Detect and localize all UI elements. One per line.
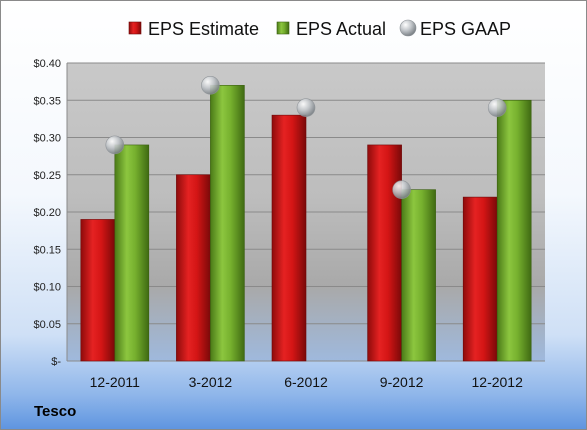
bar-eps-estimate — [271, 114, 307, 362]
y-tick-label: $0.25 — [33, 170, 61, 182]
marker-eps-gaap — [487, 98, 507, 117]
marker-eps-gaap — [296, 98, 316, 117]
legend-swatch — [128, 21, 142, 35]
bar-eps-actual — [401, 189, 436, 362]
x-tick-label: 6-2012 — [284, 374, 328, 390]
y-tick-label: $0.30 — [33, 133, 61, 145]
bar-eps-actual — [210, 85, 245, 362]
company-name: Tesco — [34, 403, 77, 420]
marker-eps-gaap — [105, 135, 125, 155]
legend-swatch — [276, 21, 290, 35]
y-tick-label: $0.35 — [33, 95, 61, 107]
legend-swatch — [399, 19, 417, 37]
legend-item: EPS Actual — [276, 19, 386, 39]
bar-eps-estimate — [80, 219, 116, 362]
bar-eps-estimate — [176, 174, 211, 362]
legend-item: EPS GAAP — [399, 19, 511, 39]
legend-item: EPS Estimate — [128, 19, 259, 39]
x-tick-label: 3-2012 — [189, 374, 233, 390]
legend-label: EPS Actual — [296, 19, 386, 39]
y-tick-label: $0.20 — [33, 207, 61, 219]
y-tick-label: $0.15 — [33, 244, 61, 256]
bar-eps-estimate — [462, 196, 498, 362]
x-tick-label: 12-2012 — [472, 374, 524, 390]
y-tick-label: $0.40 — [33, 58, 61, 70]
bar-eps-estimate — [367, 144, 402, 362]
y-tick-label: $- — [51, 356, 61, 368]
bar-eps-actual — [496, 99, 532, 362]
marker-eps-gaap — [201, 76, 220, 95]
bar-eps-actual — [114, 144, 150, 362]
y-tick-label: $0.10 — [33, 282, 61, 294]
marker-eps-gaap — [392, 180, 411, 199]
legend-label: EPS Estimate — [148, 19, 259, 39]
x-tick-label: 9-2012 — [380, 374, 424, 390]
x-tick-label: 12-2011 — [90, 374, 141, 390]
legend-label: EPS GAAP — [420, 19, 511, 39]
y-tick-label: $0.05 — [33, 319, 61, 331]
